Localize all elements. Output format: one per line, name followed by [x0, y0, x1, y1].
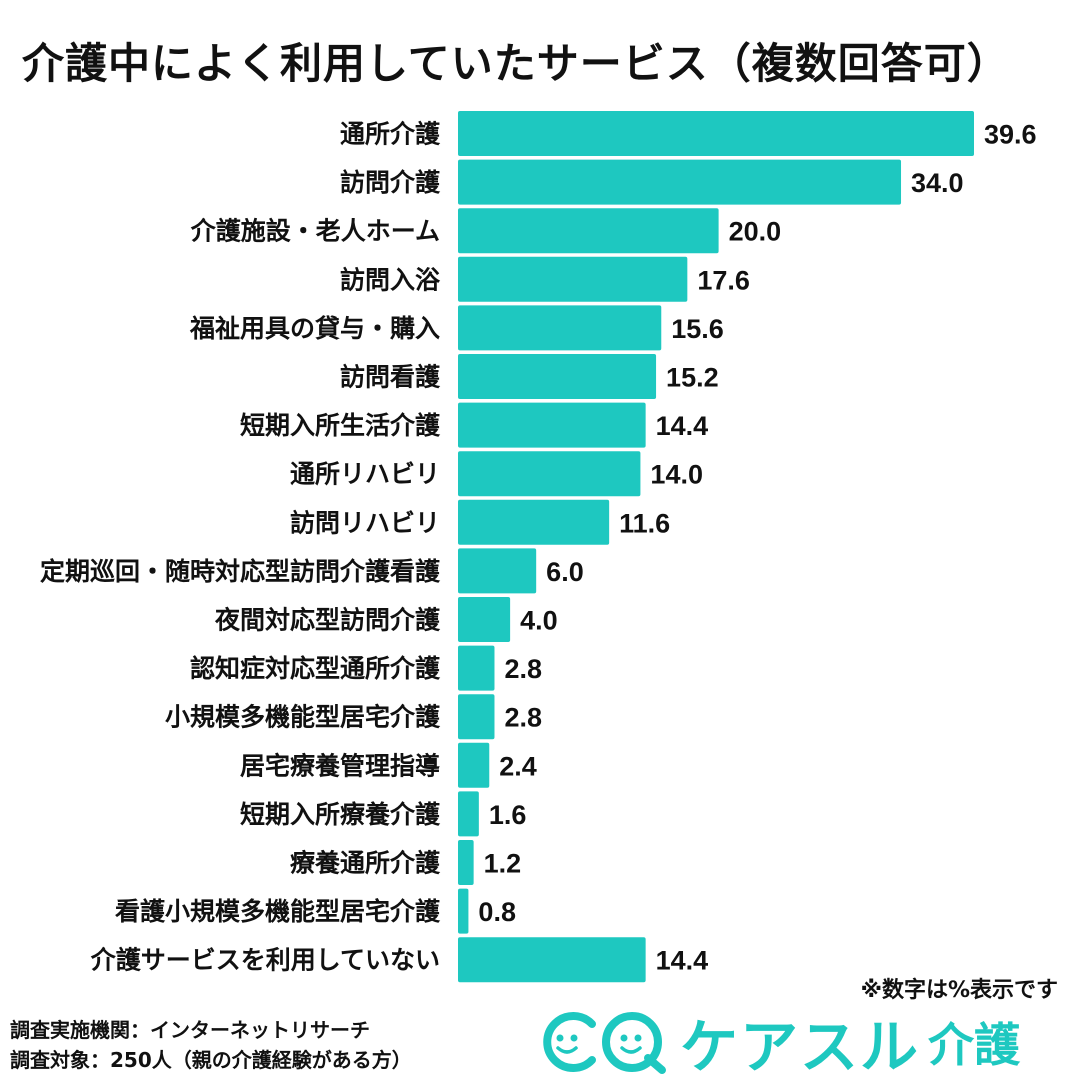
category-label: 短期入所生活介護: [240, 411, 441, 440]
bar: [458, 111, 974, 156]
category-label: 通所リハビリ: [290, 460, 440, 489]
brand-logo: ケアスル 介護: [540, 1008, 1065, 1081]
category-label: 居宅療養管理指導: [240, 751, 440, 780]
value-label: 2.8: [504, 703, 542, 733]
bar: [458, 499, 610, 545]
category-label: 訪問リハビリ: [290, 508, 440, 537]
category-label: 介護サービスを利用していない: [90, 946, 440, 975]
value-label: 1.2: [484, 849, 522, 879]
bar: [458, 256, 688, 302]
bar: [458, 937, 646, 983]
value-label: 11.6: [619, 508, 670, 538]
category-label: 定期巡回・随時対応型訪問介護看護: [40, 557, 441, 586]
bar: [458, 159, 902, 205]
logo-name: ケアスル: [680, 1013, 921, 1081]
category-label: 夜間対応型訪問介護: [214, 606, 441, 635]
value-label: 15.6: [671, 314, 724, 344]
smiley-logo-icon: [543, 1012, 666, 1074]
value-label: 1.6: [489, 800, 527, 830]
bar: [458, 451, 641, 497]
bar: [458, 402, 646, 448]
category-label: 小規模多機能型居宅介護: [165, 703, 441, 732]
bar: [458, 888, 469, 934]
value-label: 20.0: [729, 217, 782, 247]
bar: [458, 597, 511, 642]
category-label: 療養通所介護: [290, 849, 441, 878]
bar: [458, 742, 490, 788]
chart-title: 介護中によく利用していたサービス（複数回答可）: [22, 39, 1010, 88]
category-label: 看護小規模多機能型居宅介護: [115, 897, 441, 926]
category-label: 介護施設・老人ホーム: [190, 217, 440, 246]
value-label: 0.8: [478, 897, 516, 927]
bar: [458, 694, 495, 740]
survey-target: 調査対象：250人（親の介護経験がある方）: [10, 1048, 412, 1072]
value-label: 14.4: [656, 946, 709, 976]
category-label: 訪問入浴: [340, 265, 441, 294]
bar: [458, 645, 495, 691]
value-label: 14.4: [656, 411, 709, 441]
survey-org: 調査実施機関：インターネットリサーチ: [10, 1018, 370, 1042]
unit-note: ※数字は%表示です: [860, 978, 1058, 1003]
value-label: 14.0: [650, 460, 703, 490]
category-label: 通所介護: [340, 120, 441, 149]
value-label: 39.6: [984, 120, 1037, 150]
bar: [458, 354, 657, 399]
category-label: 認知症対応型通所介護: [190, 654, 441, 683]
category-label: 訪問看護: [340, 363, 441, 392]
value-label: 17.6: [697, 265, 750, 295]
bar: [458, 305, 662, 351]
value-label: 15.2: [666, 363, 719, 393]
bar: [458, 208, 719, 254]
bar: [458, 840, 474, 885]
category-label: 訪問介護: [340, 168, 441, 197]
value-label: 2.4: [499, 751, 537, 781]
bar: [458, 791, 479, 837]
value-label: 6.0: [546, 557, 584, 587]
category-label: 福祉用具の貸与・購入: [189, 314, 440, 343]
value-label: 34.0: [911, 168, 964, 198]
logo-suffix: 介護: [928, 1018, 1021, 1072]
bar: [458, 548, 537, 594]
value-label: 4.0: [520, 606, 558, 636]
value-label: 2.8: [504, 654, 542, 684]
category-label: 短期入所療養介護: [240, 800, 441, 829]
